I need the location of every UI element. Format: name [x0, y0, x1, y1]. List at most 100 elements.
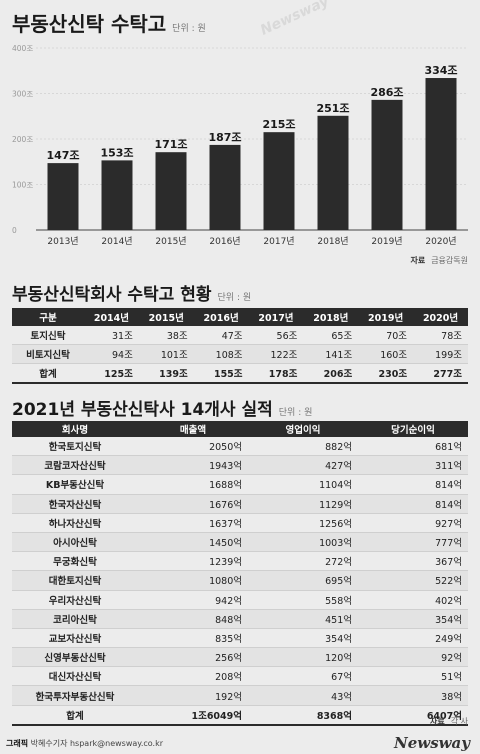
table2-cell: 256억 [138, 647, 248, 668]
table2-row: 무궁화신탁 1239억 272억 367억 [12, 551, 468, 572]
bar-value-label: 171조 [154, 138, 187, 151]
table1-cell: 160조 [358, 344, 414, 364]
table2-row: 한국자산신탁 1676억 1129억 814억 [12, 494, 468, 514]
bar [263, 132, 295, 230]
table1-unit: 단위 : 원 [217, 293, 252, 303]
table2-row-header: 무궁화신탁 [12, 551, 138, 572]
watermark: Newsway [258, 0, 332, 39]
table2-source: 자료 각 사 [430, 716, 468, 727]
table2-cell: 402억 [358, 590, 468, 610]
table2-cell: 2050억 [138, 437, 248, 457]
table2-cell: 1450억 [138, 532, 248, 553]
table2-row: 교보자산신탁 835억 354억 249억 [12, 628, 468, 649]
bar-value-label: 187조 [208, 131, 241, 144]
table1-cell: 31조 [84, 326, 139, 345]
table1-cell: 47조 [193, 326, 249, 345]
table2-cell: 1256억 [248, 513, 358, 533]
table2-row-header: KB부동산신탁 [12, 474, 138, 495]
table2-row-header: 아시아신탁 [12, 532, 138, 553]
table2-cell: 367억 [358, 551, 468, 572]
table2-cell: 92억 [358, 647, 468, 668]
table2-row-header: 대한토지신탁 [12, 570, 138, 591]
table2-cell: 1129억 [248, 494, 358, 514]
table1-cell: 122조 [248, 344, 304, 364]
table1-row: 토지신탁 31조 38조 47조 56조 65조 70조 78조 [12, 326, 468, 345]
table2-cell: 354억 [358, 609, 468, 629]
table2-title-text: 2021년 부동산신탁사 14개사 실적 [12, 400, 273, 420]
table1-header-cell: 2014년 [84, 308, 139, 326]
footer: 그래픽 박혜수기자 hspark@newsway.co.kr Newsway [0, 732, 480, 754]
table1-header-cell: 2017년 [248, 308, 304, 326]
table1-header-cell: 2020년 [413, 308, 468, 326]
table2-unit: 단위 : 원 [278, 408, 313, 418]
table2-header-cell: 당기순이익 [358, 421, 468, 437]
y-tick-label: 0 [12, 226, 17, 235]
table1-cell: 108조 [193, 344, 249, 364]
table1-header-cell: 2018년 [303, 308, 359, 326]
y-tick-label: 400조 [12, 44, 33, 53]
table1-row: 비토지신탁 94조 101조 108조 122조 141조 160조 199조 [12, 344, 468, 364]
table1-cell: 65조 [303, 326, 359, 345]
table1-cell: 230조 [358, 363, 414, 384]
table2-title: 2021년 부동산신탁사 14개사 실적 단위 : 원 [12, 395, 312, 420]
x-tick-label: 2020년 [425, 236, 456, 247]
table2-row: 한국투자부동산신탁 192억 43억 38억 [12, 685, 468, 706]
table1-cell: 141조 [303, 344, 359, 364]
table2-cell: 249억 [358, 628, 468, 649]
table2-header-cell: 회사명 [12, 421, 138, 437]
table1-cell: 277조 [413, 363, 468, 384]
table2-cell: 695억 [248, 570, 358, 591]
table2-row-header: 신영부동산신탁 [12, 647, 138, 668]
bar [371, 99, 403, 231]
table2-row: 코람코자산신탁 1943억 427억 311억 [12, 455, 468, 476]
table2-row-header: 대신자산신탁 [12, 666, 138, 687]
table2-cell: 1676억 [138, 494, 248, 514]
table2-row-header: 한국자산신탁 [12, 494, 138, 514]
table2-row: 한국토지신탁 2050억 882억 681억 [12, 437, 468, 457]
table2-cell: 427억 [248, 455, 358, 476]
bar [101, 160, 133, 230]
x-tick-label: 2013년 [47, 236, 78, 247]
bar [317, 115, 349, 230]
table2-row-header: 하나자산신탁 [12, 513, 138, 533]
table2-row: 우리자산신탁 942억 558억 402억 [12, 590, 468, 610]
table2-cell: 558억 [248, 590, 358, 610]
x-tick-label: 2017년 [263, 236, 294, 247]
table2-cell: 927억 [358, 513, 468, 533]
table2-cell: 51억 [358, 666, 468, 687]
table1-cell: 38조 [138, 326, 194, 345]
table1-cell: 125조 [84, 363, 139, 384]
bar [425, 78, 457, 230]
table1-cell: 206조 [303, 363, 359, 384]
table2-cell: 67억 [248, 666, 358, 687]
chart-title-text: 부동산신탁 수탁고 [12, 12, 167, 36]
table2-cell: 6407억 [358, 705, 468, 726]
chart-title: 부동산신탁 수탁고 단위 : 원 [12, 8, 206, 37]
table2-cell: 835억 [138, 628, 248, 649]
table1-cell: 78조 [413, 326, 468, 345]
table1-cell: 178조 [248, 363, 304, 384]
table1-cell: 139조 [138, 363, 194, 384]
trust-balance-table: 구분 2014년 2015년 2016년 2017년 2018년 2019년 2020년 토지… [12, 308, 468, 384]
credit-text: 박혜수기자 hspark@newsway.co.kr [30, 739, 164, 748]
table2-cell: 942억 [138, 590, 248, 610]
table2-cell: 8368억 [248, 705, 358, 726]
table2-header-row: 회사명 매출액 영업이익 당기순이익 [12, 421, 468, 437]
table1-row: 합계 125조 139조 155조 178조 206조 230조 277조 [12, 363, 468, 384]
table1-title-text: 부동산신탁회사 수탁고 현황 [12, 285, 212, 305]
table2-cell: 1637억 [138, 513, 248, 533]
table2-row-header: 한국투자부동산신탁 [12, 685, 138, 706]
y-tick-label: 300조 [12, 90, 33, 99]
bar [209, 144, 241, 230]
table1-header-cell: 2015년 [138, 308, 194, 326]
table2-cell: 1003억 [248, 532, 358, 553]
y-tick-label: 200조 [12, 135, 33, 144]
bar [47, 163, 79, 230]
table2-row: 대신자산신탁 208억 67억 51억 [12, 666, 468, 687]
credit: 그래픽 박혜수기자 hspark@newsway.co.kr [6, 738, 163, 749]
table2-cell: 311억 [358, 455, 468, 476]
table1-header-cell: 구분 [12, 308, 84, 326]
table2-header-cell: 영업이익 [248, 421, 358, 437]
x-tick-label: 2019년 [371, 236, 402, 247]
table2-cell: 120억 [248, 647, 358, 668]
